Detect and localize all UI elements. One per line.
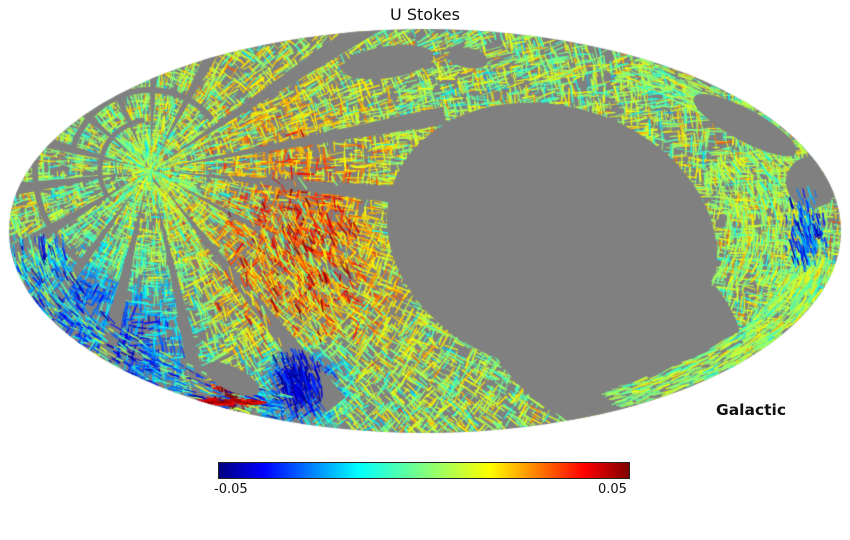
colorbar [218,462,630,479]
colorbar-gradient [219,463,629,478]
colorbar-tick-max: 0.05 [598,482,627,497]
chart-title: U Stokes [390,5,460,24]
mollweide-sky-map [0,0,850,445]
coordinate-frame-label: Galactic [716,401,787,419]
colorbar-tick-min: -0.05 [214,482,248,497]
